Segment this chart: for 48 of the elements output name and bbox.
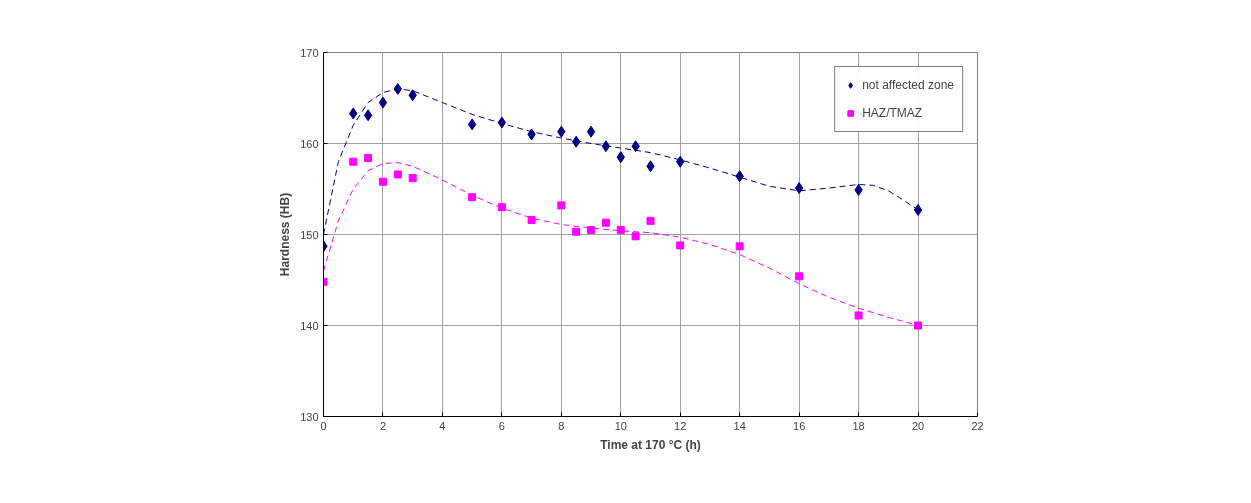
legend-label: not affected zone (862, 78, 954, 92)
x-tick-label: 8 (558, 419, 565, 432)
point (646, 216, 655, 225)
x-tick-label: 10 (614, 419, 627, 432)
y-tick-label: 160 (300, 137, 319, 150)
point (393, 170, 402, 179)
point (378, 96, 388, 109)
y-axis-title: Hardness (HB) (278, 192, 293, 277)
point (378, 177, 387, 186)
y-tick-label: 150 (300, 228, 319, 241)
point (854, 311, 863, 320)
point (467, 118, 477, 131)
x-tick-label: 0 (320, 419, 327, 432)
point (794, 182, 804, 195)
x-tick-label: 2 (379, 419, 387, 432)
point (631, 232, 640, 241)
y-tick-label: 140 (300, 319, 319, 332)
point (616, 225, 625, 234)
y-tick-label: 170 (300, 46, 319, 59)
x-tick-label: 20 (911, 419, 925, 432)
point (795, 272, 804, 281)
x-tick-label: 18 (852, 419, 865, 432)
point (349, 157, 358, 166)
point (497, 203, 506, 212)
x-tick-label: 16 (793, 419, 806, 432)
point (735, 242, 744, 251)
point (913, 203, 923, 216)
point (601, 218, 610, 227)
point (363, 109, 373, 122)
point (497, 116, 507, 129)
point (364, 154, 373, 163)
x-tick-label: 14 (733, 419, 746, 432)
point (914, 321, 923, 330)
x-tick-label: 12 (674, 419, 687, 432)
x-tick-label: 6 (498, 419, 505, 432)
legend-label: HAZ/TMAZ (862, 106, 923, 120)
point (572, 227, 581, 236)
point (557, 201, 566, 210)
y-tick-label: 130 (300, 410, 319, 423)
x-axis-title: Time at 170 °C (h) (600, 437, 701, 452)
point (587, 225, 596, 234)
point (408, 174, 417, 183)
point (601, 140, 611, 153)
point (676, 241, 685, 250)
x-tick-label: 22 (971, 419, 984, 432)
point (527, 215, 536, 224)
point (586, 125, 596, 138)
x-tick-label: 4 (439, 419, 446, 432)
